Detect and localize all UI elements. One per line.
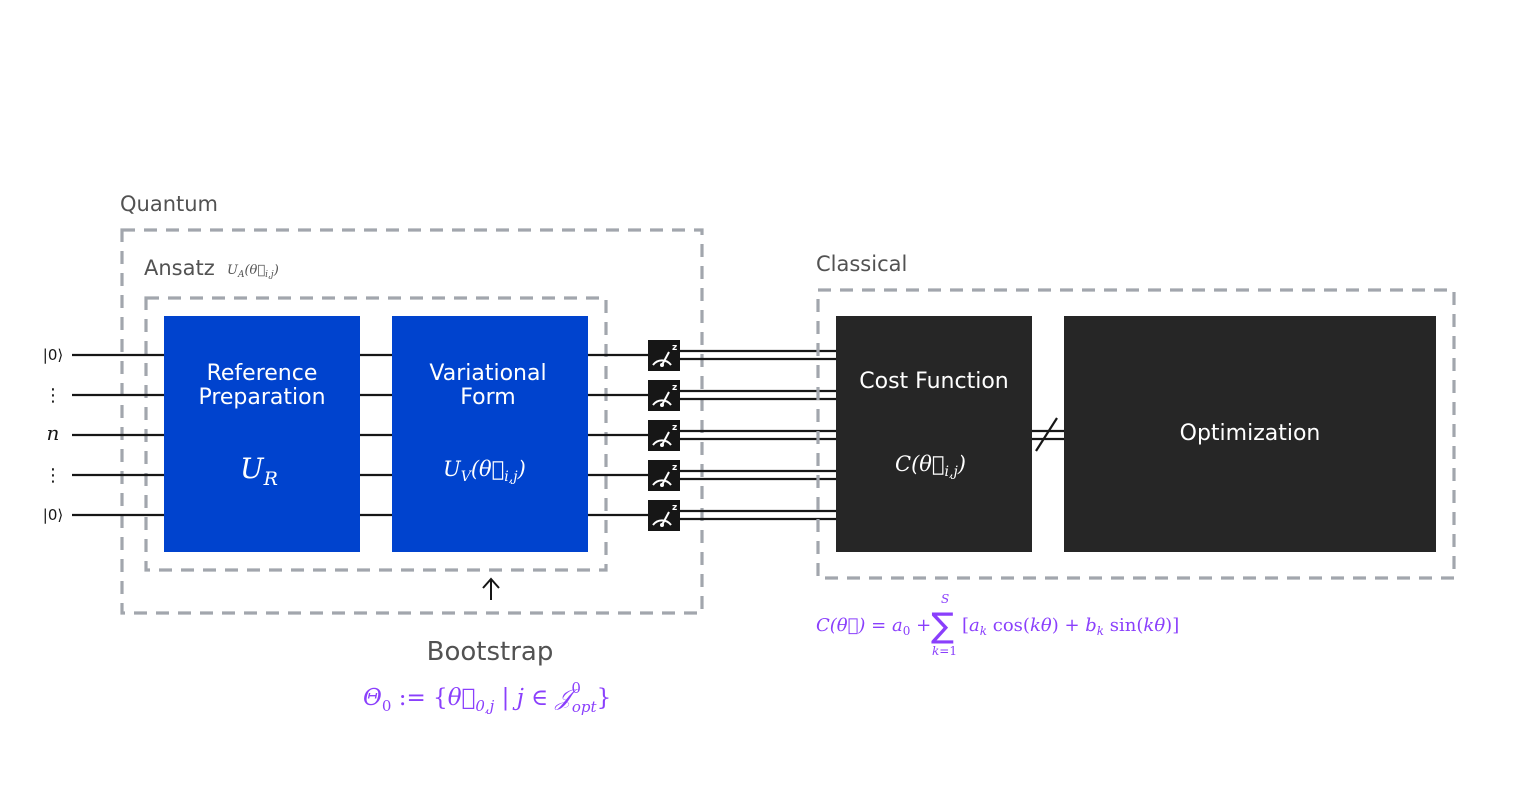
svg-text:z: z [672, 463, 677, 473]
cost-formula: C(θ⃗) = a0 + ∑ S k=1 [ak cos(kθ) + bk si… [816, 592, 1179, 658]
optimization-title: Optimization [1180, 421, 1321, 446]
classical-label: Classical [816, 252, 907, 276]
svg-text:[ak cos(kθ) + bk sin(kθ)]: [ak cos(kθ) + bk sin(kθ)] [962, 615, 1179, 638]
measure-icon: z [648, 500, 680, 531]
ansatz-operator: UA(θ⃗i,j) [227, 263, 279, 280]
optimization-block [1064, 316, 1436, 552]
measure-icon: z [648, 380, 680, 411]
classical-region [816, 288, 1456, 580]
measurement-gates: z z z z z [648, 340, 680, 531]
reference-preparation-title-line1: Reference [207, 361, 318, 386]
qubit-ellipsis-lower: ⋮ [44, 465, 62, 486]
measure-icon: z [648, 460, 680, 491]
variational-form-operator: UV(θ⃗i,j) [443, 457, 526, 485]
bootstrap-arrow-icon [482, 577, 500, 600]
classical-wires [680, 349, 836, 521]
measure-icon: z [648, 340, 680, 371]
svg-text:z: z [672, 423, 677, 433]
bootstrap-label: Bootstrap [427, 637, 554, 667]
svg-text:z: z [672, 383, 677, 393]
svg-text:z: z [672, 343, 677, 353]
qubit-label-bottom: |0⟩ [43, 506, 63, 524]
qubit-ellipsis-upper: ⋮ [44, 385, 62, 406]
svg-text:∑: ∑ [931, 606, 954, 646]
qubit-labels: |0⟩ ⋮ n ⋮ |0⟩ [43, 346, 63, 524]
quantum-region [120, 228, 704, 615]
svg-text:z: z [672, 503, 677, 513]
qubit-count-n: n [47, 421, 60, 445]
svg-text:k=1: k=1 [932, 644, 957, 658]
svg-text:C(θ⃗) = a0 +: C(θ⃗) = a0 + [816, 615, 931, 638]
qubit-label-top: |0⟩ [43, 346, 63, 364]
variational-form-title-line2: Form [460, 385, 515, 410]
reference-preparation-title-line2: Preparation [198, 385, 325, 410]
variational-form-block [392, 316, 588, 552]
cost-function-block [836, 316, 1032, 552]
bootstrap-formula: Θ0 := {θ⃗0,j | j ∈ 𝒥0 opt} [363, 679, 611, 716]
svg-text:S: S [941, 592, 949, 606]
measure-icon: z [648, 420, 680, 451]
cost-optimization-connector [1032, 417, 1064, 452]
quantum-label: Quantum [120, 192, 218, 216]
cost-function-title: Cost Function [859, 369, 1008, 394]
ansatz-label: Ansatz [144, 256, 215, 280]
reference-preparation-block [164, 316, 360, 552]
variational-form-title-line1: Variational [429, 361, 546, 386]
